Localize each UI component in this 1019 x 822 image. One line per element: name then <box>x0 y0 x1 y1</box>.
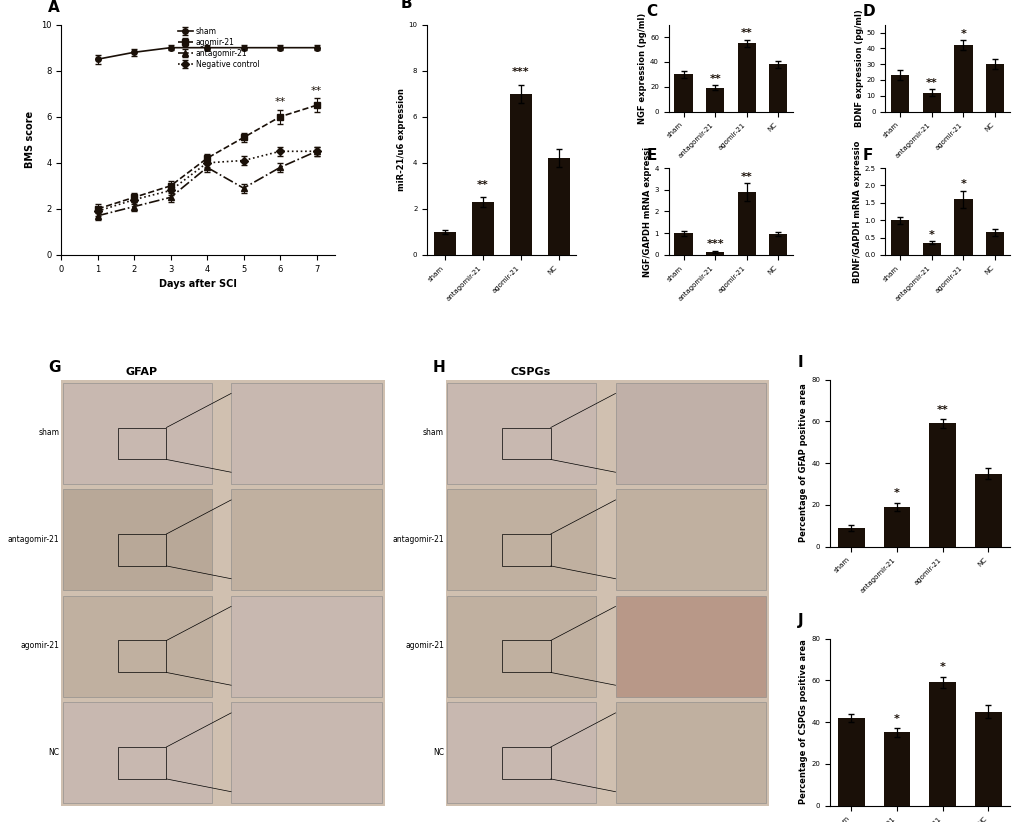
Y-axis label: Percentage of GFAP positive area: Percentage of GFAP positive area <box>799 384 808 543</box>
Bar <box>231 702 381 803</box>
X-axis label: Days after SCI: Days after SCI <box>159 279 236 289</box>
Bar <box>928 423 955 547</box>
Bar <box>891 75 909 112</box>
Bar <box>446 596 595 697</box>
Bar <box>954 199 971 255</box>
Bar <box>614 489 765 590</box>
Text: agomir-21: agomir-21 <box>405 641 443 650</box>
Bar <box>882 732 909 806</box>
Bar <box>118 427 166 459</box>
Bar <box>446 383 595 484</box>
Text: NC: NC <box>432 748 443 757</box>
Bar <box>891 220 909 255</box>
Y-axis label: miR-21/u6 expression: miR-21/u6 expression <box>396 88 406 192</box>
Bar <box>737 192 755 255</box>
Text: **: ** <box>925 78 936 88</box>
Text: H: H <box>432 360 445 376</box>
Bar <box>446 702 595 803</box>
Text: *: * <box>938 663 945 672</box>
Bar <box>705 88 723 112</box>
Text: **: ** <box>274 97 285 107</box>
Y-axis label: BDNF expression (pg/ml): BDNF expression (pg/ml) <box>854 9 863 127</box>
Bar <box>63 702 212 803</box>
Bar <box>231 383 381 484</box>
Text: *: * <box>894 713 899 723</box>
Bar <box>501 534 550 566</box>
Text: **: ** <box>740 28 752 38</box>
Bar <box>974 473 1001 547</box>
Text: A: A <box>48 1 59 16</box>
Text: sham: sham <box>423 428 443 437</box>
Bar <box>501 747 550 779</box>
Bar <box>501 427 550 459</box>
Text: **: ** <box>740 172 752 182</box>
Bar <box>63 383 212 484</box>
Bar <box>974 712 1001 806</box>
Bar <box>63 489 212 590</box>
Text: E: E <box>646 148 656 163</box>
Text: **: ** <box>708 74 720 84</box>
Text: *: * <box>894 488 899 498</box>
Text: ***: *** <box>512 67 529 77</box>
Bar <box>922 93 941 112</box>
Bar <box>838 718 864 806</box>
Text: D: D <box>862 4 875 20</box>
Bar <box>614 383 765 484</box>
Text: GFAP: GFAP <box>125 367 158 377</box>
Bar <box>118 640 166 672</box>
Bar <box>63 596 212 697</box>
Y-axis label: BDNF/GAPDH mRNA expressio: BDNF/GAPDH mRNA expressio <box>852 141 861 283</box>
Text: sham: sham <box>39 428 59 437</box>
Text: *: * <box>960 29 965 39</box>
Text: agomir-21: agomir-21 <box>20 641 59 650</box>
Bar <box>614 596 765 697</box>
Text: G: G <box>48 360 61 376</box>
Bar <box>446 489 595 590</box>
Bar <box>838 528 864 547</box>
Bar <box>231 596 381 697</box>
Bar <box>882 507 909 547</box>
Text: CSPGs: CSPGs <box>510 367 550 377</box>
Bar <box>118 747 166 779</box>
Text: **: ** <box>935 404 948 414</box>
Y-axis label: Percentage of CSPGs positive area: Percentage of CSPGs positive area <box>799 640 808 805</box>
Text: antagomir-21: antagomir-21 <box>8 535 59 544</box>
Text: antagomir-21: antagomir-21 <box>392 535 443 544</box>
Bar <box>705 252 723 255</box>
Bar <box>954 45 971 112</box>
Bar <box>985 64 1003 112</box>
Bar <box>674 74 692 112</box>
Legend: sham, agomir-21, antagomir-21, Negative control: sham, agomir-21, antagomir-21, Negative … <box>174 24 262 72</box>
Text: B: B <box>399 0 412 11</box>
Text: **: ** <box>477 180 488 190</box>
Bar <box>433 232 455 255</box>
Text: **: ** <box>311 85 322 95</box>
Bar <box>737 44 755 112</box>
Bar <box>928 682 955 806</box>
Bar <box>472 202 493 255</box>
Y-axis label: NGF expression (pg/ml): NGF expression (pg/ml) <box>638 12 647 124</box>
Bar <box>768 64 787 112</box>
Bar <box>922 242 941 255</box>
Y-axis label: BMS score: BMS score <box>25 111 36 169</box>
Bar <box>510 94 531 255</box>
Bar <box>231 489 381 590</box>
Text: J: J <box>797 613 802 629</box>
Text: F: F <box>862 148 872 163</box>
Bar <box>547 158 569 255</box>
Bar <box>674 233 692 255</box>
Text: C: C <box>646 4 657 20</box>
Bar <box>985 233 1003 255</box>
Bar <box>768 234 787 255</box>
Text: *: * <box>960 179 965 189</box>
Bar <box>118 534 166 566</box>
Text: I: I <box>797 354 802 370</box>
Y-axis label: NGF/GAPDH mRNA expressi: NGF/GAPDH mRNA expressi <box>642 146 651 276</box>
Bar <box>501 640 550 672</box>
Text: NC: NC <box>49 748 59 757</box>
Bar <box>614 702 765 803</box>
Text: ***: *** <box>705 239 723 249</box>
Text: *: * <box>928 229 933 239</box>
